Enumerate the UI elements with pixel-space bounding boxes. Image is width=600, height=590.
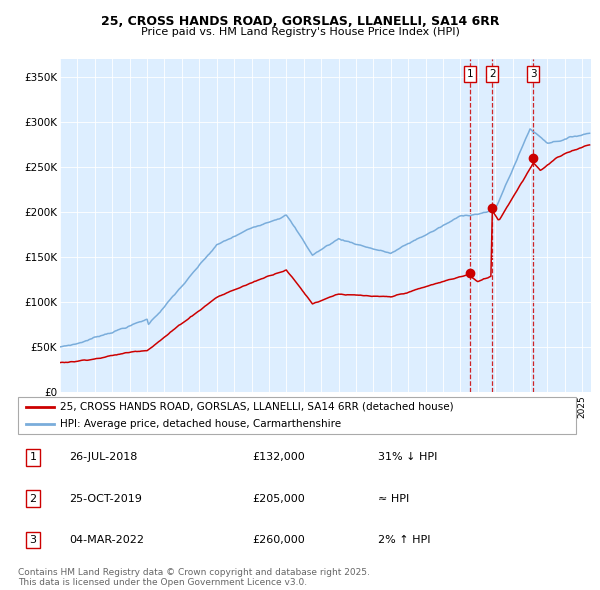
Text: 31% ↓ HPI: 31% ↓ HPI — [378, 453, 437, 462]
Text: 1: 1 — [467, 69, 473, 79]
Text: 25, CROSS HANDS ROAD, GORSLAS, LLANELLI, SA14 6RR: 25, CROSS HANDS ROAD, GORSLAS, LLANELLI,… — [101, 15, 499, 28]
Text: 26-JUL-2018: 26-JUL-2018 — [69, 453, 137, 462]
Text: HPI: Average price, detached house, Carmarthenshire: HPI: Average price, detached house, Carm… — [60, 419, 341, 429]
Text: 2: 2 — [29, 494, 37, 503]
Text: £132,000: £132,000 — [252, 453, 305, 462]
Text: 2% ↑ HPI: 2% ↑ HPI — [378, 535, 431, 545]
Text: Price paid vs. HM Land Registry's House Price Index (HPI): Price paid vs. HM Land Registry's House … — [140, 27, 460, 37]
Text: 04-MAR-2022: 04-MAR-2022 — [69, 535, 144, 545]
Text: 25-OCT-2019: 25-OCT-2019 — [69, 494, 142, 503]
Text: 25, CROSS HANDS ROAD, GORSLAS, LLANELLI, SA14 6RR (detached house): 25, CROSS HANDS ROAD, GORSLAS, LLANELLI,… — [60, 402, 454, 412]
Text: £260,000: £260,000 — [252, 535, 305, 545]
Text: 3: 3 — [29, 535, 37, 545]
Text: ≈ HPI: ≈ HPI — [378, 494, 409, 503]
Text: Contains HM Land Registry data © Crown copyright and database right 2025.
This d: Contains HM Land Registry data © Crown c… — [18, 568, 370, 587]
Text: £205,000: £205,000 — [252, 494, 305, 503]
Text: 1: 1 — [29, 453, 37, 462]
Text: 3: 3 — [530, 69, 536, 79]
Text: 2: 2 — [489, 69, 496, 79]
FancyBboxPatch shape — [18, 397, 576, 434]
